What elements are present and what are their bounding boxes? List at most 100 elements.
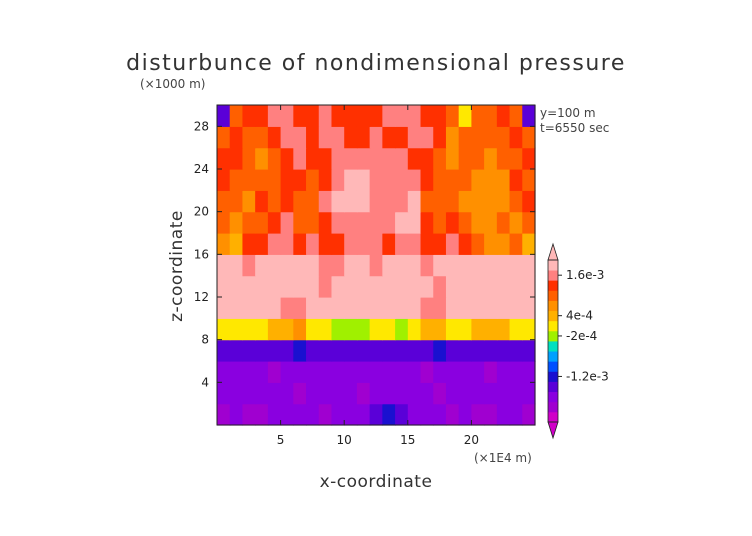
heatmap-cell: [458, 254, 472, 277]
heatmap-cell: [344, 297, 358, 319]
heatmap-cell: [255, 126, 269, 149]
heatmap-cell: [445, 190, 460, 213]
heatmap-cell: [433, 147, 447, 170]
heatmap-cell: [509, 126, 523, 149]
heatmap-cell: [267, 275, 282, 298]
heatmap-cell: [382, 382, 396, 405]
heatmap-cell: [217, 126, 231, 149]
colorbar-top-arrow: [547, 242, 559, 261]
heatmap-cell: [509, 318, 523, 341]
heatmap-cell: [306, 169, 320, 191]
heatmap-cell: [382, 147, 396, 170]
heatmap-cell: [267, 105, 282, 127]
heatmap-cell: [242, 169, 256, 191]
heatmap-cell: [407, 275, 422, 298]
heatmap-cell: [356, 339, 371, 362]
heatmap-cell: [522, 361, 536, 383]
heatmap-cell: [369, 233, 383, 255]
heatmap-cell: [433, 318, 447, 341]
heatmap-cell: [255, 297, 269, 319]
chart-title: disturbunce of nondimensional pressure: [126, 51, 626, 76]
heatmap-cell: [509, 403, 523, 426]
y-tick-label: 12: [194, 290, 209, 304]
heatmap-cell: [229, 211, 244, 234]
heatmap-cell: [267, 254, 282, 277]
heatmap-cell: [407, 190, 422, 213]
heatmap-cell: [356, 233, 371, 255]
heatmap-cell: [407, 169, 422, 191]
heatmap-cell: [395, 361, 409, 383]
heatmap-cell: [522, 318, 536, 341]
colorbar-segment: [548, 361, 558, 372]
heatmap-cell: [217, 275, 231, 298]
heatmap-cell: [242, 382, 256, 405]
heatmap-cell: [395, 105, 409, 127]
heatmap-cell: [369, 211, 383, 234]
heatmap-cell: [306, 339, 320, 362]
heatmap-cell: [229, 361, 244, 383]
heatmap-cell: [217, 105, 231, 127]
heatmap-cell: [407, 126, 422, 149]
x-unit-label: (×1E4 m): [474, 451, 532, 465]
heatmap-cell: [445, 318, 460, 341]
heatmap-cell: [522, 339, 536, 362]
heatmap-cell: [471, 169, 485, 191]
heatmap-cell: [267, 211, 282, 234]
heatmap-cell: [509, 147, 523, 170]
heatmap-cell: [445, 254, 460, 277]
heatmap-cell: [420, 297, 434, 319]
heatmap-cell: [280, 361, 294, 383]
heatmap-cell: [484, 403, 498, 426]
heatmap-cell: [445, 233, 460, 255]
heatmap-cell: [280, 211, 294, 234]
heatmap-cell: [433, 211, 447, 234]
heatmap-cell: [344, 339, 358, 362]
heatmap-cell: [255, 339, 269, 362]
heatmap-cell: [420, 233, 434, 255]
heatmap-cell: [484, 361, 498, 383]
heatmap-cell: [344, 211, 358, 234]
heatmap-cell: [471, 361, 485, 383]
heatmap-cell: [445, 211, 460, 234]
heatmap-cell: [484, 211, 498, 234]
heatmap-cell: [242, 254, 256, 277]
colorbar-segment: [548, 300, 558, 312]
y-tick-label: 16: [194, 247, 209, 261]
heatmap-cell: [496, 169, 511, 191]
heatmap-cell: [318, 318, 333, 341]
heatmap-cell: [471, 318, 485, 341]
heatmap-cell: [318, 297, 333, 319]
heatmap-cell: [331, 105, 345, 127]
heatmap-cell: [433, 403, 447, 426]
heatmap-cell: [293, 169, 307, 191]
heatmap-cell: [293, 254, 307, 277]
heatmap-cell: [471, 233, 485, 255]
heatmap-cell: [445, 361, 460, 383]
heatmap-cell: [496, 382, 511, 405]
heatmap-cell: [242, 361, 256, 383]
heatmap-cell: [280, 297, 294, 319]
heatmap-cell: [407, 254, 422, 277]
heatmap-cell: [293, 339, 307, 362]
heatmap-cell: [509, 297, 523, 319]
heatmap-cell: [407, 147, 422, 170]
heatmap-cell: [369, 126, 383, 149]
heatmap-cell: [420, 275, 434, 298]
heatmap-cell: [458, 233, 472, 255]
heatmap-cell: [420, 318, 434, 341]
colorbar-segment: [548, 320, 558, 332]
heatmap-cell: [369, 339, 383, 362]
heatmap-cell: [229, 147, 244, 170]
heatmap-cell: [344, 169, 358, 191]
heatmap-cell: [280, 190, 294, 213]
heatmap-cell: [242, 126, 256, 149]
y-tick-label: 24: [194, 162, 209, 176]
heatmap-cell: [356, 254, 371, 277]
heatmap-cell: [267, 318, 282, 341]
heatmap-cell: [445, 403, 460, 426]
heatmap-cell: [280, 126, 294, 149]
heatmap-cell: [217, 318, 231, 341]
plot-border: [216, 104, 536, 426]
